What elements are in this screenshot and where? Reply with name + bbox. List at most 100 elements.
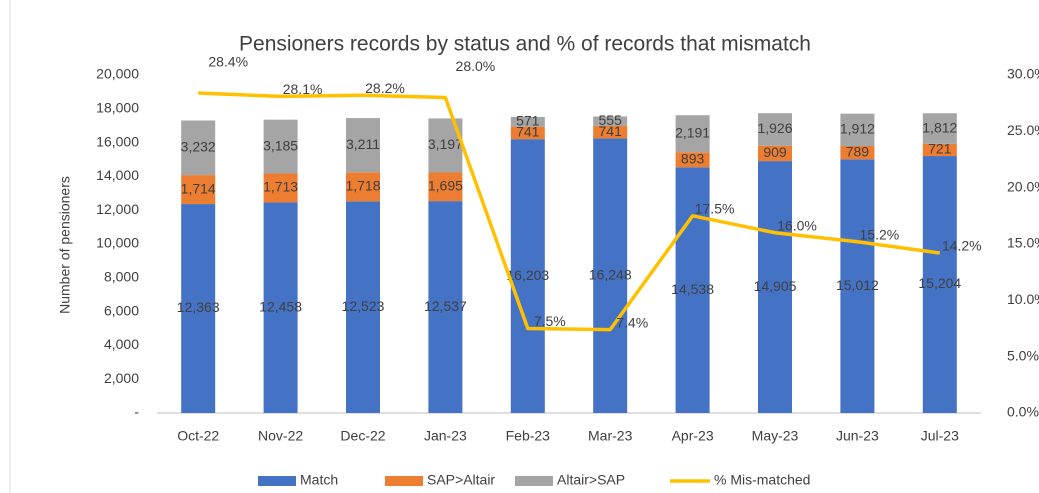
data-label: 14,905 (754, 278, 797, 294)
data-label: 555 (599, 112, 623, 128)
bar (428, 201, 463, 413)
y-tick-label: 4,000 (104, 336, 139, 352)
x-tick-label: Jun-23 (836, 428, 879, 444)
x-tick-label: Jan-23 (424, 428, 467, 444)
y-tick-label: 18,000 (96, 100, 139, 116)
data-label: 789 (846, 143, 870, 159)
bar (346, 118, 380, 173)
data-label: 16,248 (589, 266, 632, 282)
data-label: 12,363 (177, 299, 220, 315)
y2-tick-label: 15.0% (1007, 235, 1039, 251)
legend-swatch (385, 476, 423, 486)
bar (510, 126, 545, 140)
bar (922, 113, 957, 144)
data-label: 1,695 (428, 178, 463, 194)
data-label: 721 (928, 141, 952, 157)
legend-swatch (258, 476, 296, 486)
bar (675, 152, 710, 168)
line-data-label: 14.2% (942, 238, 982, 254)
legend-label: Altair>SAP (557, 472, 625, 488)
bar (181, 120, 216, 176)
chart-title: Pensioners records by status and % of re… (239, 33, 811, 56)
bar (758, 161, 792, 413)
bar (263, 119, 298, 174)
bar (510, 139, 545, 413)
data-label: 1,718 (345, 178, 380, 194)
bar (840, 145, 875, 160)
line-data-label: 7.5% (534, 313, 566, 329)
line-data-label: 17.5% (695, 201, 735, 217)
y2-tick-label: 10.0% (1007, 291, 1039, 307)
data-label: 1,714 (181, 180, 216, 196)
y-tick-label: 6,000 (104, 302, 139, 318)
data-label: 14,538 (671, 281, 714, 297)
legend-label: Match (300, 472, 338, 488)
data-label: 741 (516, 124, 540, 140)
data-label: 3,197 (428, 136, 463, 152)
bar (840, 159, 875, 413)
data-label: 1,912 (840, 121, 875, 137)
line-data-label: 28.2% (365, 80, 405, 96)
data-label: 2,191 (675, 124, 710, 140)
legend-label: % Mis-matched (714, 472, 810, 488)
data-label: 15,012 (836, 277, 879, 293)
x-tick-label: Nov-22 (258, 428, 303, 444)
x-tick-label: Oct-22 (177, 428, 219, 444)
bar (510, 116, 545, 127)
line-data-label: 28.1% (283, 81, 323, 97)
bar (922, 143, 957, 157)
x-tick-label: Apr-23 (672, 428, 714, 444)
data-label: 571 (516, 113, 540, 129)
bar (758, 113, 792, 146)
bar (675, 115, 710, 153)
bar (346, 172, 380, 202)
line (198, 91, 941, 332)
data-label: 741 (599, 123, 623, 139)
bar (593, 125, 628, 139)
line-data-label: 15.2% (860, 226, 900, 242)
bar (428, 172, 463, 202)
bar (675, 167, 710, 413)
y-tick-label: 16,000 (96, 133, 139, 149)
data-label: 1,812 (922, 119, 957, 135)
data-label: 1,713 (263, 179, 298, 195)
bar (181, 204, 216, 413)
y-tick-label: 8,000 (104, 269, 139, 285)
y2-tick-label: 30.0% (1007, 66, 1039, 82)
x-tick-label: Feb-23 (506, 428, 551, 444)
x-tick-label: May-23 (752, 428, 799, 444)
line-data-label: 7.4% (616, 314, 648, 330)
data-label: 1,926 (757, 120, 792, 136)
y-tick-label: 14,000 (96, 167, 139, 183)
data-label: 12,523 (342, 298, 385, 314)
data-label: 909 (763, 144, 787, 160)
bar (593, 116, 628, 126)
line-data-label: 28.4% (208, 54, 248, 70)
data-label: 893 (681, 150, 705, 166)
bar (263, 173, 298, 203)
bar (593, 138, 628, 413)
y-tick-label: 2,000 (104, 370, 139, 386)
y-tick-label: 20,000 (96, 66, 139, 82)
data-label: 3,185 (263, 137, 298, 153)
data-label: 3,232 (181, 138, 216, 154)
y-tick-label: 12,000 (96, 201, 139, 217)
bar (181, 175, 216, 205)
bar (758, 145, 792, 162)
data-label: 15,204 (918, 275, 961, 291)
line-data-label: 28.0% (456, 58, 496, 74)
legend-label: SAP>Altair (427, 472, 495, 488)
bar (263, 202, 298, 413)
y2-tick-label: 5.0% (1007, 347, 1039, 363)
data-label: 12,537 (424, 298, 467, 314)
x-tick-label: Mar-23 (588, 428, 633, 444)
x-tick-label: Dec-22 (340, 428, 385, 444)
y-tick-label: - (134, 404, 139, 420)
y2-tick-label: 20.0% (1007, 178, 1039, 194)
data-label: 12,458 (259, 298, 302, 314)
line-data-label: 16.0% (777, 217, 817, 233)
y-axis-label: Number of pensioners (57, 176, 73, 314)
bar (922, 156, 957, 413)
y-tick-label: 10,000 (96, 235, 139, 251)
